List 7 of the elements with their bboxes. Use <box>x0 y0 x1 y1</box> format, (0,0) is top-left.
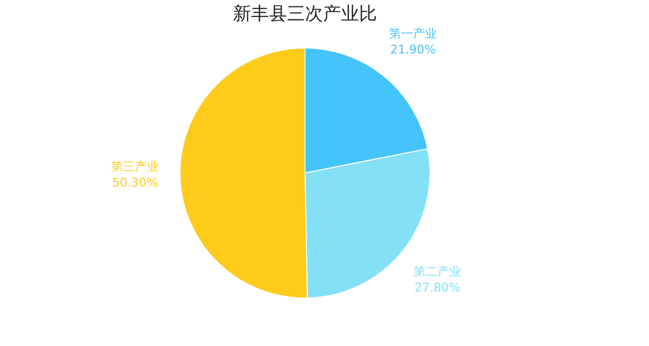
data-label: 21.90% <box>390 42 436 57</box>
slice-label: 第二产业 <box>413 264 462 279</box>
chart-title: 新丰县三次产业比 <box>233 4 377 25</box>
slice-label: 第三产业 <box>111 160 160 174</box>
slice-label: 第一产业 <box>388 26 437 41</box>
data-label: 27.80% <box>414 280 460 295</box>
data-label: 50.30% <box>112 176 158 190</box>
